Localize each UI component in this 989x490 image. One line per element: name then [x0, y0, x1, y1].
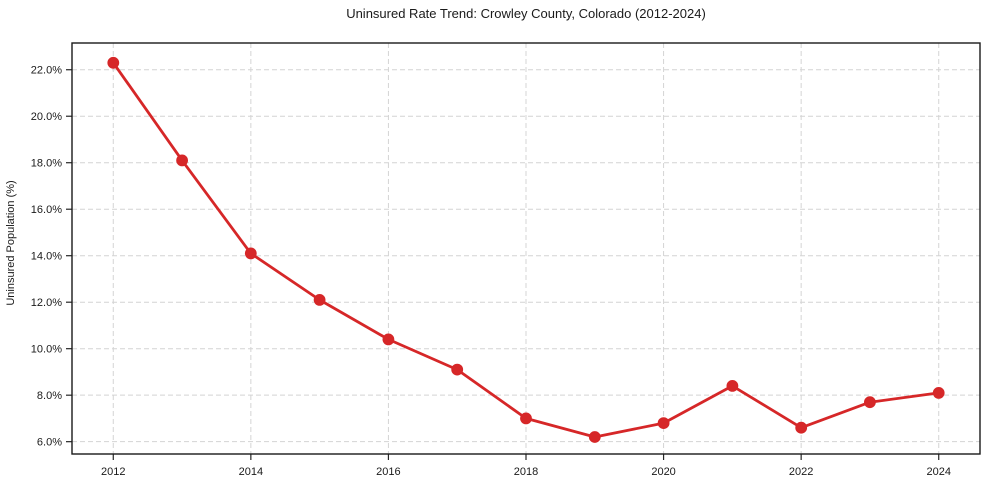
x-tick-label: 2016: [376, 466, 400, 478]
y-axis-label: Uninsured Population (%): [5, 180, 17, 305]
plot-border: [71, 42, 981, 455]
y-tick-label: 14.0%: [31, 251, 62, 263]
data-point: [932, 387, 945, 399]
x-tick-label: 2018: [514, 466, 538, 478]
y-tick-label: 20.0%: [31, 111, 62, 123]
y-tick-label: 18.0%: [31, 158, 62, 170]
data-point: [726, 380, 739, 392]
x-tick-label: 2022: [789, 466, 813, 478]
y-tick-label: 12.0%: [31, 297, 62, 309]
y-tick-label: 16.0%: [31, 204, 62, 216]
data-point: [176, 154, 189, 167]
data-point: [244, 247, 257, 260]
data-point: [313, 294, 326, 306]
data-point: [107, 56, 120, 69]
x-tick-label: 2020: [651, 466, 675, 478]
y-tick-label: 22.0%: [31, 65, 62, 77]
x-tick-label: 2012: [101, 466, 125, 478]
y-tick-label: 6.0%: [37, 437, 62, 449]
x-tick-label: 2014: [239, 466, 263, 478]
chart-title: Uninsured Rate Trend: Crowley County, Co…: [346, 6, 706, 21]
x-tick-label: 2024: [926, 466, 950, 478]
data-point: [451, 363, 464, 376]
data-point: [382, 333, 395, 346]
data-point: [520, 412, 532, 425]
data-point: [657, 417, 670, 430]
data-point: [795, 421, 808, 434]
data-point: [864, 396, 876, 409]
y-tick-label: 10.0%: [31, 344, 62, 356]
y-tick-label: 8.0%: [37, 390, 62, 402]
data-point: [588, 431, 601, 443]
